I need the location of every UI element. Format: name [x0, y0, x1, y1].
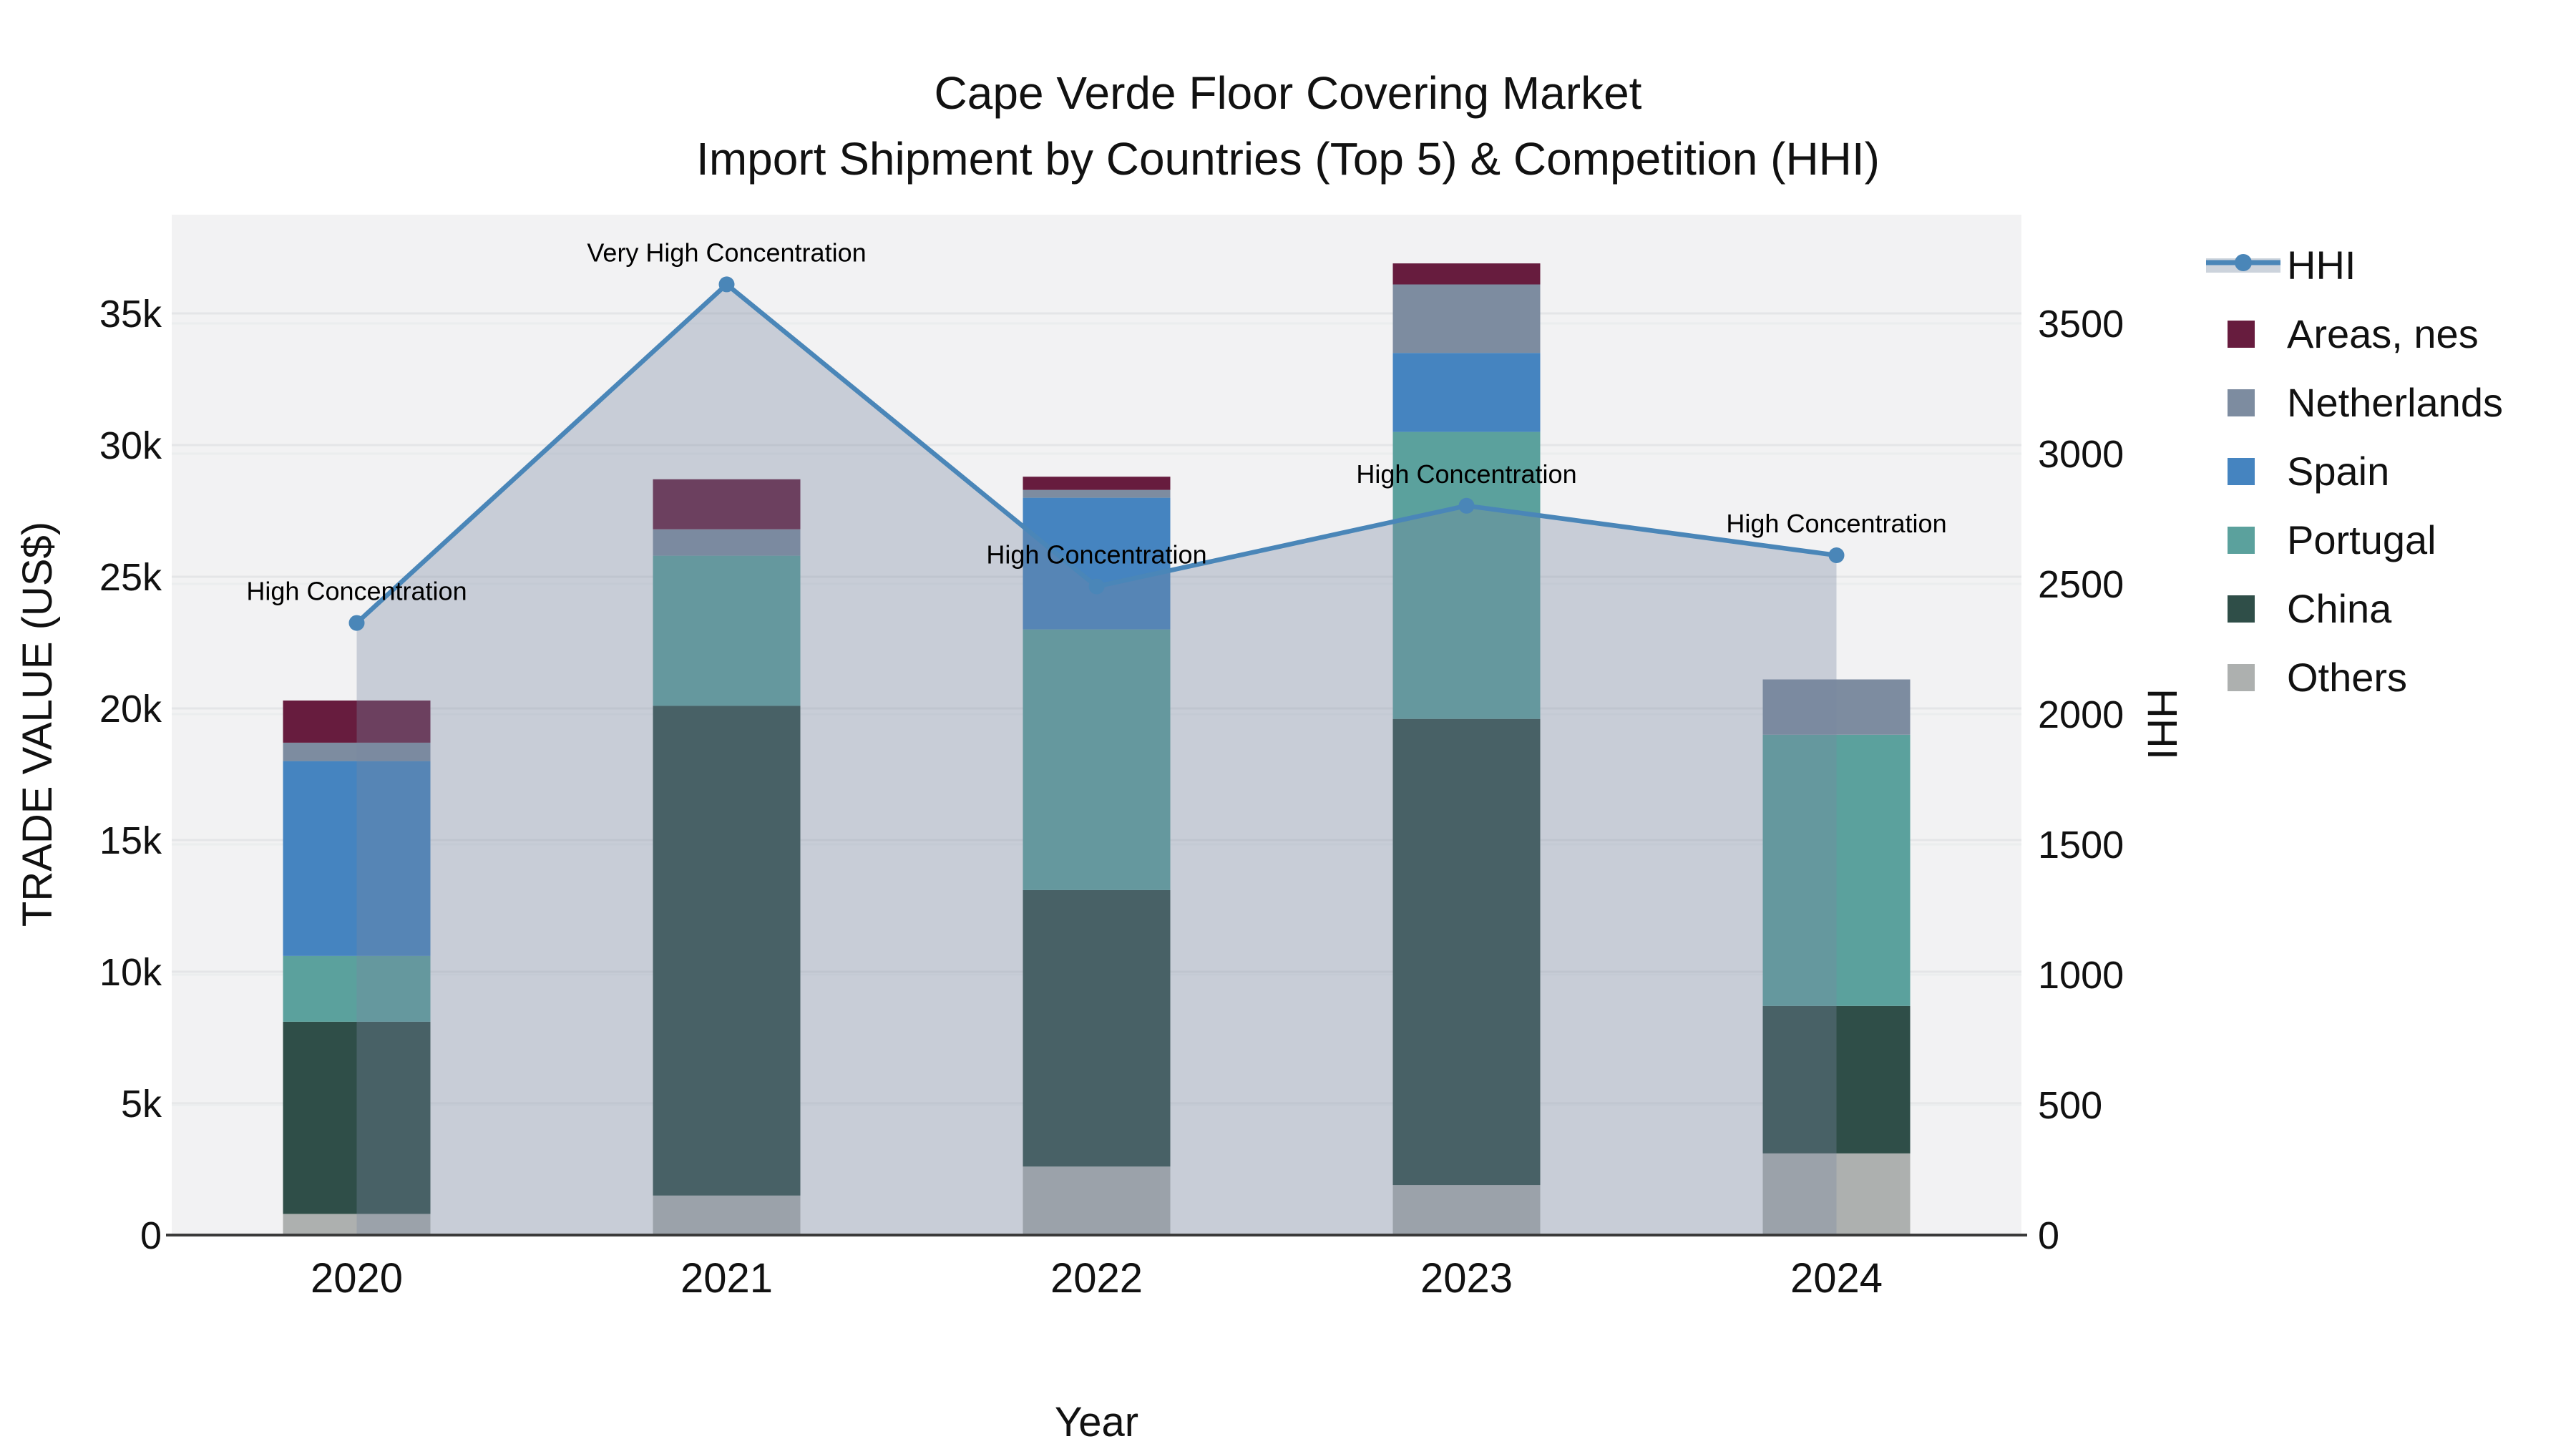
bar-segment-china-2021: [653, 706, 801, 1196]
legend-label-others: Others: [2287, 655, 2407, 700]
hhi-point-2023: [1458, 497, 1475, 514]
bar-segment-areas-nes-2021: [653, 479, 801, 530]
annotation-2022: High Concentration: [986, 540, 1206, 570]
legend-swatch-china: [2228, 595, 2255, 623]
bar-segment-areas-nes-2023: [1392, 263, 1541, 285]
y-right-tick: 3500: [2038, 303, 2124, 346]
y-right-tick: 2500: [2038, 563, 2124, 606]
hhi-area-fill: [356, 284, 1837, 1235]
legend-label-portugal: Portugal: [2287, 517, 2436, 562]
x-tick-2021: 2021: [680, 1255, 773, 1302]
chart-title-line2: Import Shipment by Countries (Top 5) & C…: [696, 133, 1880, 185]
y-left-tick: 20k: [99, 688, 162, 731]
annotation-2023: High Concentration: [1356, 459, 1576, 489]
legend-label-areas-nes: Areas, nes: [2287, 311, 2479, 356]
bar-segment-others-2020: [283, 1214, 431, 1235]
x-axis-title: Year: [1055, 1399, 1138, 1445]
bar-segment-china-2023: [1392, 718, 1541, 1186]
bar-segment-china-2020: [283, 1021, 431, 1214]
legend-item-areas-nes[interactable]: Areas, nes: [2228, 311, 2479, 356]
bar-segment-portugal-2022: [1023, 629, 1171, 890]
y-left-tick: 35k: [99, 293, 162, 336]
bar-segment-spain-2022: [1023, 497, 1171, 630]
legend-item-netherlands[interactable]: Netherlands: [2228, 380, 2503, 425]
bar-segment-netherlands-2024: [1762, 679, 1911, 735]
legend-label-netherlands: Netherlands: [2287, 380, 2503, 425]
hhi-point-2022: [1088, 578, 1105, 595]
hhi-point-2021: [718, 276, 735, 293]
y-right-axis-title: HHI: [2139, 688, 2185, 760]
bar-segment-portugal-2024: [1762, 734, 1911, 1006]
bar-segment-spain-2023: [1392, 353, 1541, 432]
bar-segment-portugal-2023: [1392, 431, 1541, 719]
legend-item-spain[interactable]: Spain: [2228, 449, 2389, 494]
y-right-tick: 1500: [2038, 824, 2124, 867]
y-right-tick: 1000: [2038, 954, 2124, 997]
legend-label-china: China: [2287, 586, 2392, 631]
bar-segment-others-2021: [653, 1195, 801, 1235]
legend-label-hhi: HHI: [2287, 243, 2356, 288]
y-left-tick: 0: [140, 1214, 162, 1257]
hhi-point-2024: [1828, 547, 1845, 563]
y-left-tick: 5k: [121, 1083, 162, 1126]
legend-swatch-spain: [2228, 458, 2255, 485]
y-left-tick: 30k: [99, 424, 162, 467]
bar-segment-areas-nes-2020: [283, 701, 431, 743]
bar-segment-others-2022: [1023, 1166, 1171, 1235]
legend-swatch-portugal: [2228, 527, 2255, 554]
bar-segment-spain-2020: [283, 761, 431, 956]
legend-item-china[interactable]: China: [2228, 586, 2392, 631]
y-left-axis-title: TRADE VALUE (US$): [14, 522, 61, 927]
legend-item-portugal[interactable]: Portugal: [2228, 517, 2436, 562]
annotation-2021: Very High Concentration: [587, 238, 866, 267]
chart-title-line1: Cape Verde Floor Covering Market: [935, 67, 1642, 119]
legend-item-others[interactable]: Others: [2228, 655, 2407, 700]
bar-segment-others-2024: [1762, 1153, 1911, 1235]
y-right-tick: 3000: [2038, 433, 2124, 476]
y-left-tick: 15k: [99, 819, 162, 862]
bar-segment-china-2024: [1762, 1005, 1911, 1153]
legend-swatch-netherlands: [2228, 389, 2255, 416]
bar-segment-areas-nes-2022: [1023, 477, 1171, 490]
legend-swatch-areas-nes: [2228, 321, 2255, 348]
y-left-tick: 25k: [99, 556, 162, 599]
legend-hhi-marker: [2235, 254, 2252, 271]
y-right-tick: 500: [2038, 1084, 2102, 1127]
bar-segment-netherlands-2020: [283, 742, 431, 761]
bar-segment-netherlands-2023: [1392, 284, 1541, 353]
x-tick-2020: 2020: [311, 1255, 403, 1302]
hhi-point-2020: [348, 615, 365, 631]
x-tick-2022: 2022: [1050, 1255, 1143, 1302]
legend-label-spain: Spain: [2287, 449, 2389, 494]
y-left-tick: 10k: [99, 951, 162, 994]
x-tick-2024: 2024: [1790, 1255, 1883, 1302]
y-right-tick: 2000: [2038, 693, 2124, 736]
annotation-2020: High Concentration: [246, 577, 467, 606]
x-tick-2023: 2023: [1420, 1255, 1513, 1302]
annotation-2024: High Concentration: [1726, 509, 1946, 538]
bar-segment-netherlands-2022: [1023, 489, 1171, 498]
bar-segment-portugal-2021: [653, 555, 801, 706]
bar-segment-portugal-2020: [283, 955, 431, 1022]
bar-segment-others-2023: [1392, 1185, 1541, 1235]
bar-segment-netherlands-2021: [653, 529, 801, 556]
legend-item-hhi[interactable]: HHI: [2206, 243, 2356, 288]
y-right-tick: 0: [2038, 1214, 2059, 1257]
legend-swatch-others: [2228, 664, 2255, 691]
bar-segment-china-2022: [1023, 889, 1171, 1167]
